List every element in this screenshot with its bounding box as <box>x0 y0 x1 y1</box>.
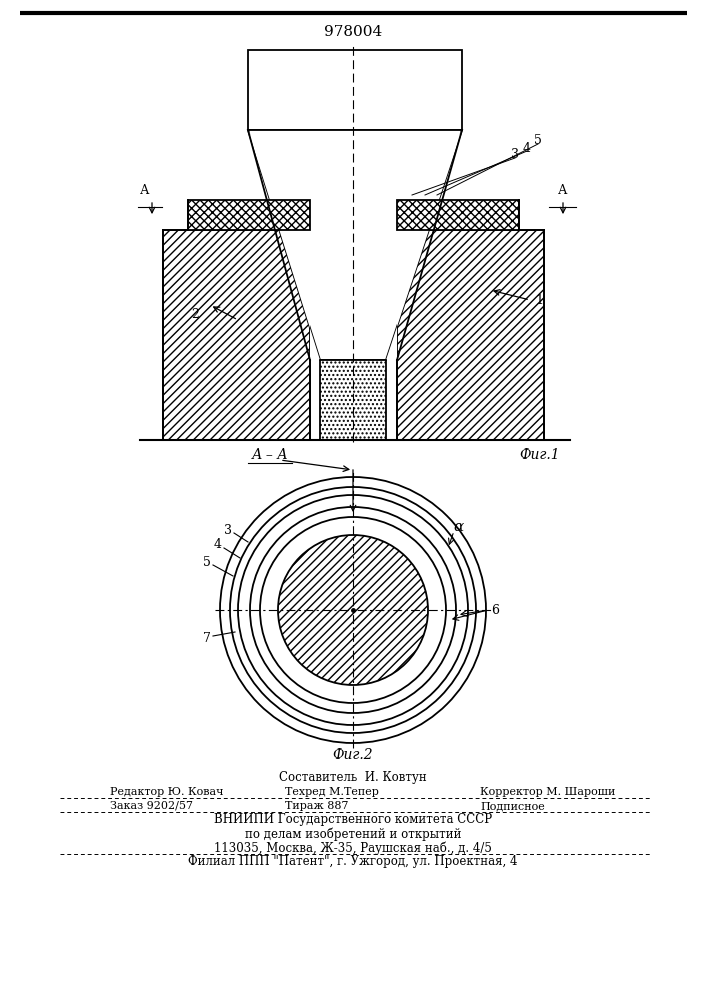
Circle shape <box>260 517 446 703</box>
Text: Заказ 9202/57: Заказ 9202/57 <box>110 801 193 811</box>
Text: А: А <box>140 184 150 197</box>
Text: Фиг.2: Фиг.2 <box>333 748 373 762</box>
Text: Техред М.Тепер: Техред М.Тепер <box>285 787 379 797</box>
Circle shape <box>230 487 476 733</box>
Polygon shape <box>248 130 462 360</box>
Text: Составитель  И. Ковтун: Составитель И. Ковтун <box>279 772 427 784</box>
Text: α: α <box>453 520 463 534</box>
Bar <box>397 230 544 440</box>
Circle shape <box>238 495 468 725</box>
Text: 113035, Москва, Ж-35, Раушская наб., д. 4/5: 113035, Москва, Ж-35, Раушская наб., д. … <box>214 841 492 855</box>
Text: А – А: А – А <box>252 448 288 462</box>
Text: 978004: 978004 <box>324 25 382 39</box>
Bar <box>188 200 310 230</box>
Text: Редактор Ю. Ковач: Редактор Ю. Ковач <box>110 787 223 797</box>
Text: ВНИИПИ Государственного комитета СССР: ВНИИПИ Государственного комитета СССР <box>214 814 492 826</box>
Text: 4: 4 <box>523 141 531 154</box>
Text: 1: 1 <box>535 294 543 308</box>
Text: Подписное: Подписное <box>480 801 545 811</box>
Text: Корректор М. Шароши: Корректор М. Шароши <box>480 787 615 797</box>
Polygon shape <box>386 130 462 360</box>
Text: 3: 3 <box>511 148 519 161</box>
Text: 4: 4 <box>214 538 222 552</box>
Bar <box>163 230 310 440</box>
Text: 3: 3 <box>224 524 232 536</box>
Circle shape <box>220 477 486 743</box>
Text: Тираж 887: Тираж 887 <box>285 801 349 811</box>
Text: 2: 2 <box>191 308 199 322</box>
Text: по делам изобретений и открытий: по делам изобретений и открытий <box>245 827 461 841</box>
Text: 6: 6 <box>491 603 499 616</box>
Polygon shape <box>248 130 320 360</box>
Text: А: А <box>559 184 568 197</box>
Bar <box>397 200 519 230</box>
Text: 7: 7 <box>203 632 211 645</box>
Text: 5: 5 <box>203 556 211 568</box>
Bar <box>320 360 386 440</box>
Circle shape <box>278 535 428 685</box>
Text: Филиал ППП "Патент", г. Ужгород, ул. Проектная, 4: Филиал ППП "Патент", г. Ужгород, ул. Про… <box>188 856 518 868</box>
Bar <box>248 50 462 130</box>
Text: 5: 5 <box>534 134 542 147</box>
Circle shape <box>250 507 456 713</box>
Text: Фиг.1: Фиг.1 <box>520 448 561 462</box>
